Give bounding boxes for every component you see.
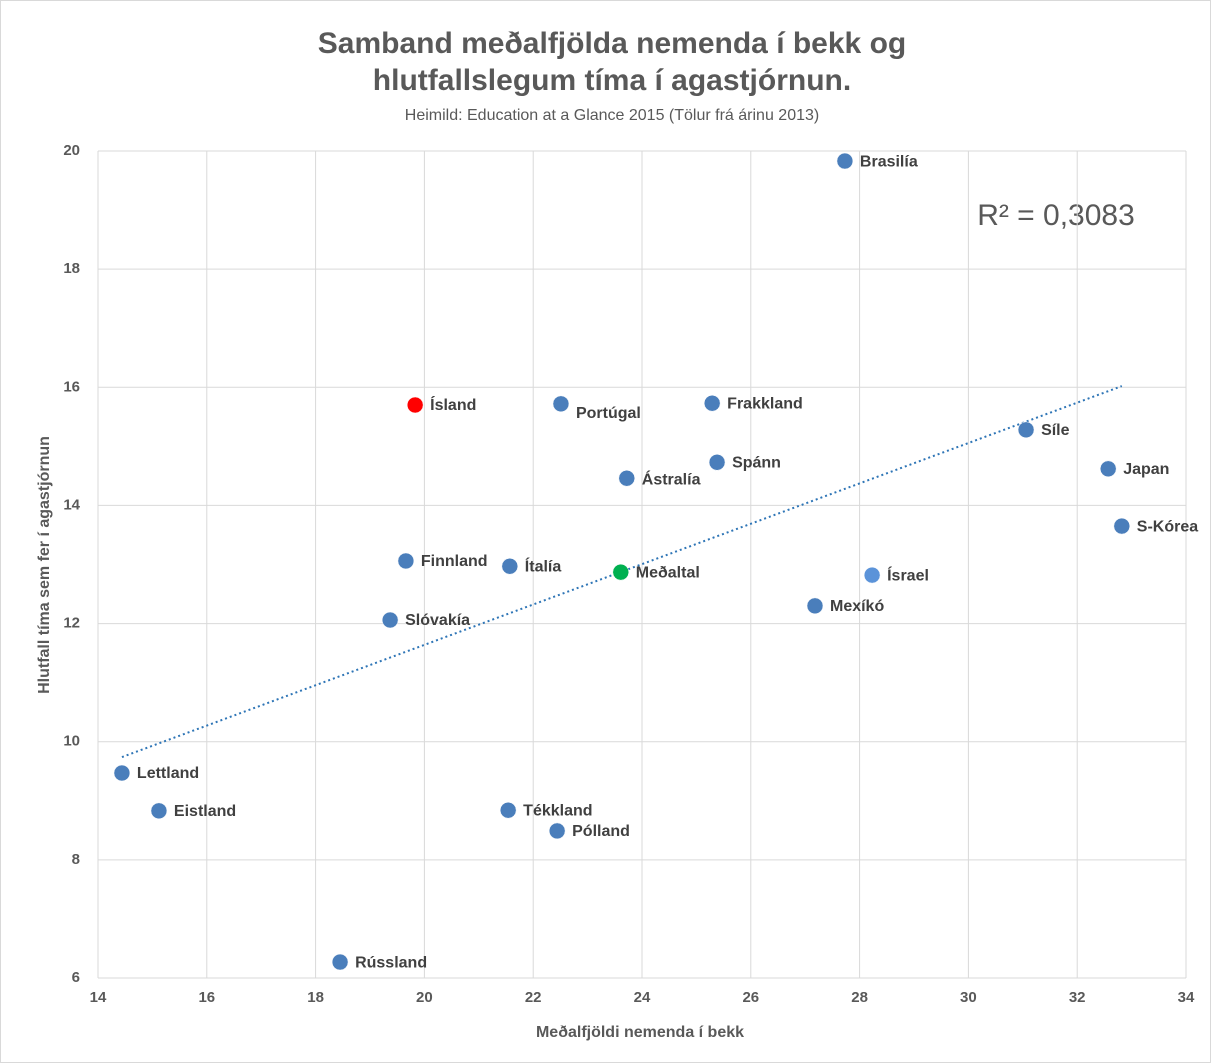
point-label: Slóvakía <box>405 612 470 629</box>
point-label: Mexíkó <box>830 598 884 615</box>
point-label: Brasilía <box>860 153 918 170</box>
point <box>863 566 881 584</box>
point-label: Japan <box>1123 461 1169 478</box>
point-label: Tékkland <box>523 802 592 819</box>
x-tick-label: 28 <box>851 989 868 1006</box>
chart-title: Samband meðalfjölda nemenda í bekk og <box>318 27 906 60</box>
y-tick-label: 16 <box>63 378 80 395</box>
point-label: Lettland <box>137 765 199 782</box>
y-tick-label: 18 <box>63 260 80 277</box>
point <box>501 558 519 575</box>
point <box>1113 517 1131 535</box>
x-axis-label: Meðalfjöldi nemenda í bekk <box>536 1024 744 1041</box>
x-tick-label: 32 <box>1069 989 1086 1006</box>
point <box>836 152 854 170</box>
point <box>552 395 570 413</box>
point <box>618 470 636 487</box>
point-label: Frakkland <box>727 395 803 412</box>
y-tick-label: 8 <box>72 851 80 868</box>
point <box>548 822 566 840</box>
point-label: S-Kórea <box>1137 518 1198 535</box>
y-tick-label: 14 <box>63 496 80 513</box>
chart-title: hlutfallslegum tíma í agastjórnun. <box>373 64 851 97</box>
x-tick-label: 26 <box>742 989 759 1006</box>
point-label: Rússland <box>355 954 427 971</box>
point-label: Ísrael <box>887 565 929 584</box>
y-tick-label: 10 <box>63 733 80 750</box>
point <box>703 394 721 412</box>
point-label: Eistland <box>174 803 236 820</box>
point-label: Ísland <box>430 395 476 414</box>
y-tick-label: 20 <box>63 142 80 159</box>
point-label: Portúgal <box>576 405 641 422</box>
point <box>612 563 630 581</box>
x-tick-label: 14 <box>90 989 107 1006</box>
point <box>113 764 131 782</box>
x-tick-label: 16 <box>198 989 215 1006</box>
point <box>499 801 517 819</box>
point <box>1099 460 1117 478</box>
x-tick-label: 30 <box>960 989 977 1006</box>
point <box>406 396 424 414</box>
y-axis-label: Hlutfall tíma sem fer í agastjórnun <box>36 436 53 694</box>
point-label: Meðaltal <box>636 564 700 581</box>
y-tick-label: 6 <box>72 969 80 986</box>
x-tick-label: 18 <box>307 989 324 1006</box>
point-label: Síle <box>1041 422 1070 439</box>
y-tick-label: 12 <box>63 615 80 632</box>
point-label: Spánn <box>732 455 781 472</box>
point <box>1017 421 1035 439</box>
point-label: Ástralía <box>642 469 701 488</box>
point-label: Pólland <box>572 823 630 840</box>
point-label: Finnland <box>421 553 488 570</box>
point <box>806 597 824 615</box>
x-tick-label: 34 <box>1178 989 1195 1006</box>
x-tick-label: 22 <box>525 989 542 1006</box>
point <box>331 953 349 971</box>
x-tick-label: 20 <box>416 989 433 1006</box>
point <box>397 552 415 570</box>
point <box>708 454 726 471</box>
chart-subtitle: Heimild: Education at a Glance 2015 (Töl… <box>405 107 819 124</box>
point-label: Ítalía <box>525 556 562 575</box>
r-squared: R² = 0,3083 <box>977 199 1135 232</box>
x-tick-label: 24 <box>634 989 651 1006</box>
point <box>150 802 168 820</box>
point <box>381 611 399 629</box>
